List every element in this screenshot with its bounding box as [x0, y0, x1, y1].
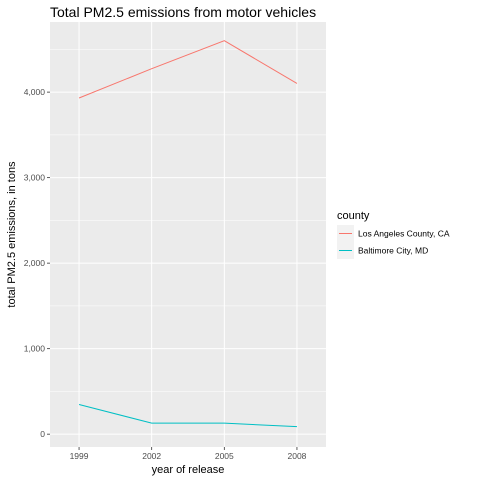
series-line-0	[78, 40, 298, 99]
series-lines	[78, 40, 298, 428]
grid-major	[50, 22, 326, 447]
y-tick-label: 1,000	[24, 344, 46, 354]
legend-title: county	[337, 210, 370, 222]
y-tick-label: 0	[40, 429, 45, 439]
grid-minor	[50, 49, 326, 392]
legend-label: Los Angeles County, CA	[358, 229, 450, 239]
series-line-1	[78, 404, 297, 428]
x-tick-label: 2002	[142, 451, 161, 461]
x-tick-label: 2008	[287, 451, 306, 461]
legend: county Los Angeles County, CA Baltimore C…	[337, 210, 450, 259]
y-tick-label: 4,000	[24, 87, 46, 97]
legend-label: Baltimore City, MD	[358, 246, 428, 256]
x-tick-label: 2005	[215, 451, 234, 461]
x-axis-title: year of release	[152, 464, 225, 476]
y-axis-title: total PM2.5 emissions, in tons	[6, 161, 18, 308]
x-axis-ticks: 1999 2002 2005 2008	[70, 447, 307, 461]
y-tick-label: 3,000	[24, 173, 46, 183]
y-axis-ticks: 0 1,000 2,000 3,000 4,000	[24, 87, 50, 439]
plot-panel	[50, 22, 326, 447]
chart-title: Total PM2.5 emissions from motor vehicle…	[50, 4, 316, 20]
y-tick-label: 2,000	[24, 258, 46, 268]
x-tick-label: 1999	[70, 451, 89, 461]
